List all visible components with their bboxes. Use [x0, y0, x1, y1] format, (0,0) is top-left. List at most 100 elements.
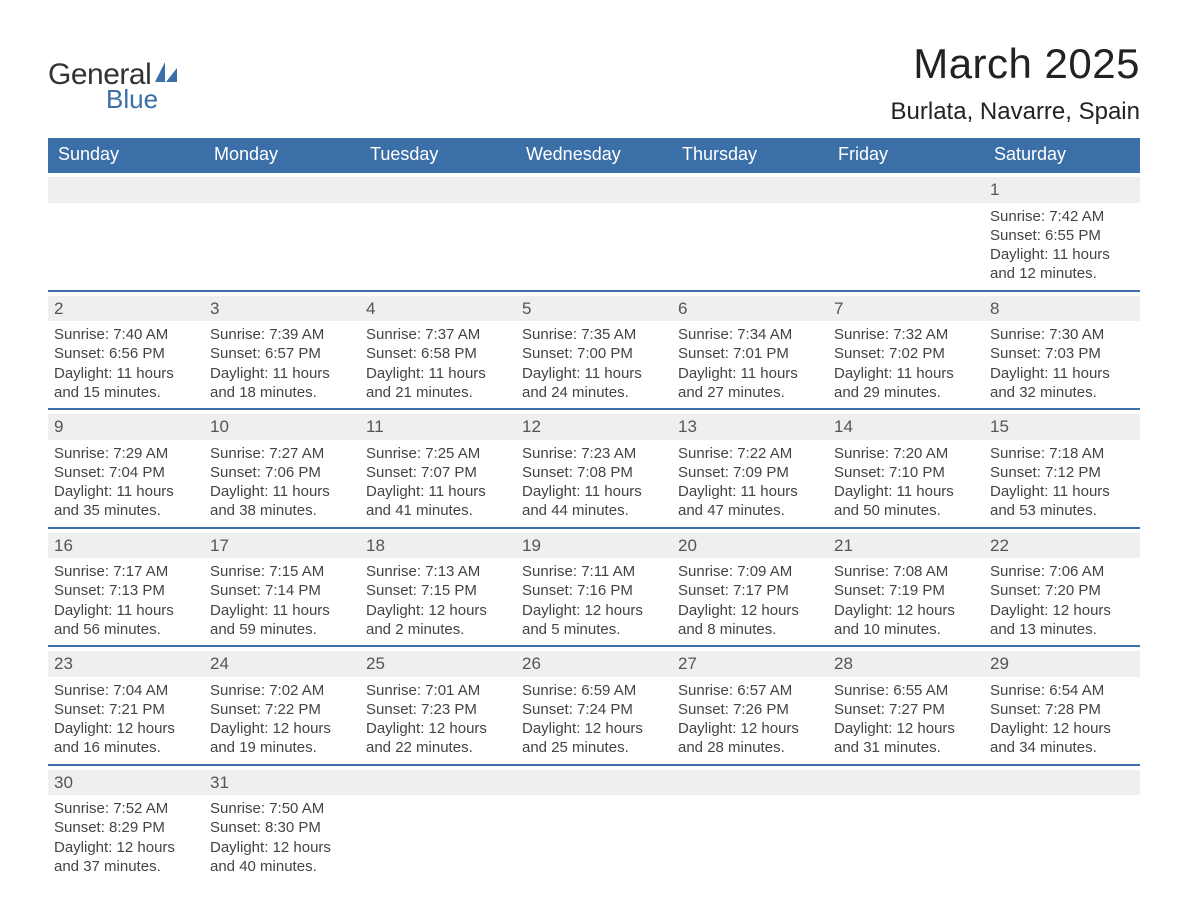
dow-header: Wednesday	[516, 138, 672, 171]
daynum-strip	[360, 770, 516, 796]
sunset-line: Sunset: 7:17 PM	[678, 581, 822, 600]
sunrise-line: Sunrise: 7:42 AM	[990, 207, 1134, 226]
title-block: March 2025 Burlata, Navarre, Spain	[891, 40, 1140, 126]
daylight-line: Daylight: 12 hours and 16 minutes.	[54, 719, 198, 757]
day-number: 16	[48, 533, 204, 559]
empty-cell	[984, 764, 1140, 883]
sunrise-line: Sunrise: 7:06 AM	[990, 562, 1134, 581]
empty-cell	[516, 171, 672, 290]
day-number: 6	[672, 296, 828, 322]
daylight-line: Daylight: 11 hours and 35 minutes.	[54, 482, 198, 520]
daylight-line: Daylight: 12 hours and 10 minutes.	[834, 601, 978, 639]
sunset-line: Sunset: 7:08 PM	[522, 463, 666, 482]
day-cell: 3Sunrise: 7:39 AMSunset: 6:57 PMDaylight…	[204, 290, 360, 409]
empty-cell	[828, 171, 984, 290]
sunrise-line: Sunrise: 7:22 AM	[678, 444, 822, 463]
day-number: 18	[360, 533, 516, 559]
dow-header: Tuesday	[360, 138, 516, 171]
dow-header: Sunday	[48, 138, 204, 171]
sunrise-line: Sunrise: 7:50 AM	[210, 799, 354, 818]
day-number: 25	[360, 651, 516, 677]
sunset-line: Sunset: 6:57 PM	[210, 344, 354, 363]
sunrise-line: Sunrise: 6:55 AM	[834, 681, 978, 700]
sunset-line: Sunset: 6:55 PM	[990, 226, 1134, 245]
daylight-line: Daylight: 11 hours and 38 minutes.	[210, 482, 354, 520]
day-number: 9	[48, 414, 204, 440]
daylight-line: Daylight: 11 hours and 41 minutes.	[366, 482, 510, 520]
sail-icon	[155, 62, 177, 84]
daynum-strip	[828, 770, 984, 796]
daylight-line: Daylight: 12 hours and 25 minutes.	[522, 719, 666, 757]
sunset-line: Sunset: 7:00 PM	[522, 344, 666, 363]
daylight-line: Daylight: 11 hours and 15 minutes.	[54, 364, 198, 402]
sunset-line: Sunset: 7:24 PM	[522, 700, 666, 719]
day-cell: 12Sunrise: 7:23 AMSunset: 7:08 PMDayligh…	[516, 408, 672, 527]
sunset-line: Sunset: 7:07 PM	[366, 463, 510, 482]
daynum-strip	[516, 770, 672, 796]
logo: General Blue	[48, 60, 177, 112]
empty-cell	[516, 764, 672, 883]
daylight-line: Daylight: 12 hours and 8 minutes.	[678, 601, 822, 639]
day-number: 1	[984, 177, 1140, 203]
day-cell: 7Sunrise: 7:32 AMSunset: 7:02 PMDaylight…	[828, 290, 984, 409]
sunset-line: Sunset: 7:12 PM	[990, 463, 1134, 482]
day-cell: 10Sunrise: 7:27 AMSunset: 7:06 PMDayligh…	[204, 408, 360, 527]
day-number: 3	[204, 296, 360, 322]
daylight-line: Daylight: 11 hours and 44 minutes.	[522, 482, 666, 520]
daylight-line: Daylight: 11 hours and 56 minutes.	[54, 601, 198, 639]
day-cell: 14Sunrise: 7:20 AMSunset: 7:10 PMDayligh…	[828, 408, 984, 527]
sunrise-line: Sunrise: 7:32 AM	[834, 325, 978, 344]
day-number: 27	[672, 651, 828, 677]
day-number: 13	[672, 414, 828, 440]
day-cell: 25Sunrise: 7:01 AMSunset: 7:23 PMDayligh…	[360, 645, 516, 764]
sunset-line: Sunset: 7:27 PM	[834, 700, 978, 719]
sunset-line: Sunset: 7:13 PM	[54, 581, 198, 600]
daynum-strip	[672, 177, 828, 203]
day-cell: 1Sunrise: 7:42 AMSunset: 6:55 PMDaylight…	[984, 171, 1140, 290]
daylight-line: Daylight: 11 hours and 50 minutes.	[834, 482, 978, 520]
daylight-line: Daylight: 11 hours and 18 minutes.	[210, 364, 354, 402]
day-cell: 8Sunrise: 7:30 AMSunset: 7:03 PMDaylight…	[984, 290, 1140, 409]
day-number: 23	[48, 651, 204, 677]
day-number: 20	[672, 533, 828, 559]
day-cell: 28Sunrise: 6:55 AMSunset: 7:27 PMDayligh…	[828, 645, 984, 764]
day-cell: 30Sunrise: 7:52 AMSunset: 8:29 PMDayligh…	[48, 764, 204, 883]
location: Burlata, Navarre, Spain	[891, 98, 1140, 126]
daylight-line: Daylight: 11 hours and 47 minutes.	[678, 482, 822, 520]
daylight-line: Daylight: 12 hours and 22 minutes.	[366, 719, 510, 757]
sunrise-line: Sunrise: 7:29 AM	[54, 444, 198, 463]
day-number: 8	[984, 296, 1140, 322]
daynum-strip	[516, 177, 672, 203]
day-cell: 31Sunrise: 7:50 AMSunset: 8:30 PMDayligh…	[204, 764, 360, 883]
dow-header: Monday	[204, 138, 360, 171]
daylight-line: Daylight: 12 hours and 5 minutes.	[522, 601, 666, 639]
daylight-line: Daylight: 11 hours and 32 minutes.	[990, 364, 1134, 402]
day-number: 10	[204, 414, 360, 440]
day-number: 12	[516, 414, 672, 440]
day-cell: 9Sunrise: 7:29 AMSunset: 7:04 PMDaylight…	[48, 408, 204, 527]
sunrise-line: Sunrise: 7:17 AM	[54, 562, 198, 581]
day-cell: 15Sunrise: 7:18 AMSunset: 7:12 PMDayligh…	[984, 408, 1140, 527]
daynum-strip	[204, 177, 360, 203]
day-number: 30	[48, 770, 204, 796]
daylight-line: Daylight: 12 hours and 28 minutes.	[678, 719, 822, 757]
sunrise-line: Sunrise: 7:25 AM	[366, 444, 510, 463]
day-cell: 26Sunrise: 6:59 AMSunset: 7:24 PMDayligh…	[516, 645, 672, 764]
day-cell: 20 Sunrise: 7:09 AMSunset: 7:17 PMDayligh…	[672, 527, 828, 646]
sunset-line: Sunset: 7:22 PM	[210, 700, 354, 719]
sunrise-line: Sunrise: 7:20 AM	[834, 444, 978, 463]
sunrise-line: Sunrise: 7:09 AM	[678, 562, 822, 581]
day-cell: 4Sunrise: 7:37 AMSunset: 6:58 PMDaylight…	[360, 290, 516, 409]
daylight-line: Daylight: 12 hours and 2 minutes.	[366, 601, 510, 639]
dow-header: Thursday	[672, 138, 828, 171]
day-cell: 21Sunrise: 7:08 AMSunset: 7:19 PMDayligh…	[828, 527, 984, 646]
sunrise-line: Sunrise: 7:01 AM	[366, 681, 510, 700]
empty-cell	[360, 171, 516, 290]
day-number: 31	[204, 770, 360, 796]
sunset-line: Sunset: 7:21 PM	[54, 700, 198, 719]
sunrise-line: Sunrise: 7:15 AM	[210, 562, 354, 581]
sunrise-line: Sunrise: 7:04 AM	[54, 681, 198, 700]
sunrise-line: Sunrise: 7:11 AM	[522, 562, 666, 581]
daynum-strip	[672, 770, 828, 796]
daylight-line: Daylight: 11 hours and 24 minutes.	[522, 364, 666, 402]
